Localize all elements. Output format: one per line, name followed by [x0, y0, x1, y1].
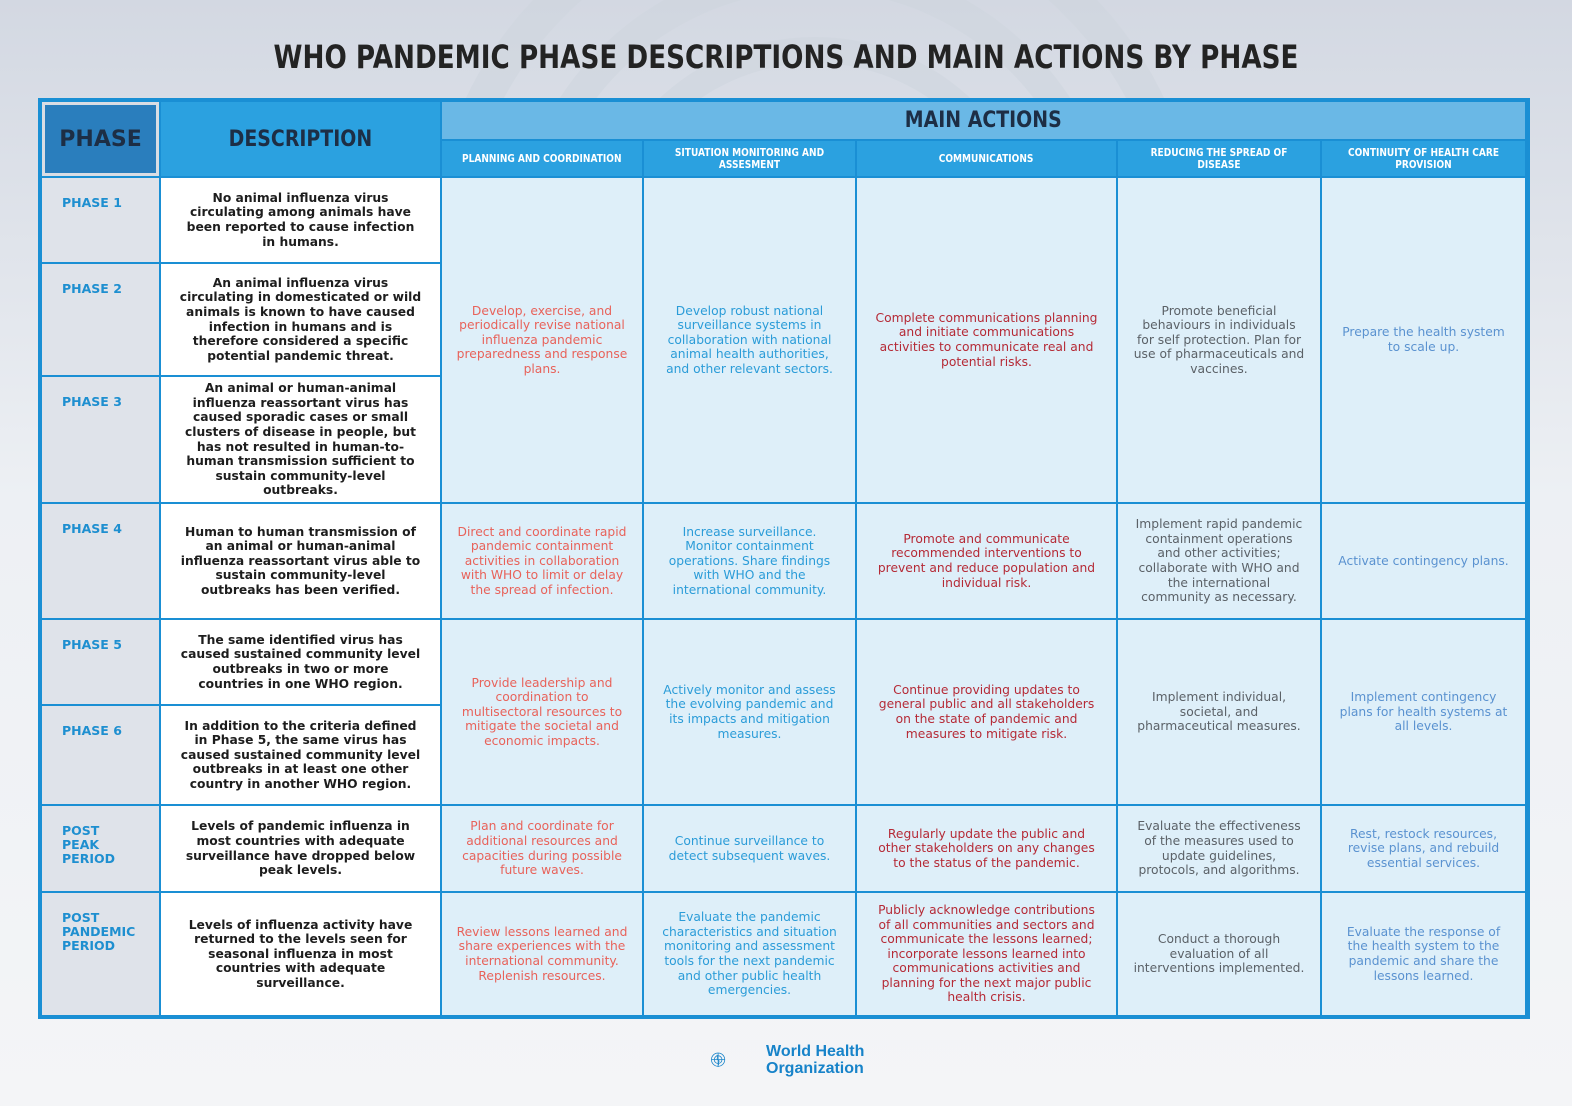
action-reducing-spread: Promote beneficial behaviours in individ…: [1118, 178, 1320, 502]
action-continuity: Implement contingency plans for health s…: [1322, 620, 1525, 804]
action-monitoring: Actively monitor and assess the evolving…: [644, 620, 855, 804]
phase-label: PHASE 4: [62, 521, 122, 536]
action-continuity: Activate contingency plans.: [1322, 504, 1525, 618]
action-communications: Regularly update the public and other st…: [857, 806, 1116, 891]
header-reducing-spread: REDUCING THE SPREAD OF DISEASE: [1118, 141, 1320, 176]
who-emblem-icon: [711, 1052, 726, 1067]
description-cell: Levels of pandemic influenza in most cou…: [161, 806, 440, 891]
phase-cell: [42, 504, 159, 618]
who-logo-text: World Health Organization: [766, 1043, 865, 1077]
phase-label: PHASE 3: [62, 394, 122, 409]
action-communications: Promote and communicate recommended inte…: [857, 504, 1116, 618]
action-continuity: Rest, restock resources, revise plans, a…: [1322, 806, 1525, 891]
action-monitoring: Develop robust national surveillance sys…: [644, 178, 855, 502]
action-continuity: Prepare the health system to scale up.: [1322, 178, 1525, 502]
description-cell: Human to human transmission of an animal…: [161, 504, 440, 618]
action-monitoring: Continue surveillance to detect subseque…: [644, 806, 855, 891]
action-monitoring: Increase surveillance. Monitor containme…: [644, 504, 855, 618]
action-monitoring: Evaluate the pandemic characteristics an…: [644, 893, 855, 1015]
phase-label: POST PANDEMIC PERIOD: [62, 910, 136, 953]
action-communications: Complete communications planning and ini…: [857, 178, 1116, 502]
phase-cell: [42, 377, 159, 502]
action-continuity: Evaluate the response of the health syst…: [1322, 893, 1525, 1015]
description-cell: An animal or human-animal influenza reas…: [161, 377, 440, 502]
phase-cell: [42, 893, 159, 1015]
header-description: DESCRIPTION: [161, 102, 440, 176]
description-cell: An animal influenza virus circulating in…: [161, 264, 440, 375]
header-main-actions: MAIN ACTIONS: [442, 102, 1525, 139]
page-title: WHO PANDEMIC PHASE DESCRIPTIONS AND MAIN…: [273, 38, 1299, 76]
action-reducing-spread: Evaluate the effectiveness of the measur…: [1118, 806, 1320, 891]
phase-label: PHASE 1: [62, 195, 122, 210]
header-phase: PHASE: [42, 102, 159, 176]
phase-cell: [42, 706, 159, 804]
action-planning: Plan and coordinate for additional resou…: [442, 806, 642, 891]
action-planning: Provide leadership and coordination to m…: [442, 620, 642, 804]
header-continuity: CONTINUITY OF HEALTH CARE PROVISION: [1322, 141, 1525, 176]
description-cell: No animal influenza virus circulating am…: [161, 178, 440, 262]
action-communications: Continue providing updates to general pu…: [857, 620, 1116, 804]
phase-cell: [42, 620, 159, 704]
action-planning: Develop, exercise, and periodically revi…: [442, 178, 642, 502]
phase-label: POST PEAK PERIOD: [62, 823, 115, 866]
description-cell: The same identified virus has caused sus…: [161, 620, 440, 704]
phase-cell: [42, 806, 159, 891]
action-planning: Direct and coordinate rapid pandemic con…: [442, 504, 642, 618]
header-planning: PLANNING AND COORDINATION: [442, 141, 642, 176]
phase-label: PHASE 6: [62, 723, 122, 738]
phase-cell: [42, 264, 159, 375]
action-reducing-spread: Implement rapid pandemic containment ope…: [1118, 504, 1320, 618]
header-communications: COMMUNICATIONS: [857, 141, 1116, 176]
description-cell: Levels of influenza activity have return…: [161, 893, 440, 1015]
action-reducing-spread: Implement individual, societal, and phar…: [1118, 620, 1320, 804]
phase-cell: [42, 178, 159, 262]
description-cell: In addition to the criteria defined in P…: [161, 706, 440, 804]
header-monitoring: SITUATION MONITORING AND ASSESMENT: [644, 141, 855, 176]
action-communications: Publicly acknowledge contributions of al…: [857, 893, 1116, 1015]
action-reducing-spread: Conduct a thorough evaluation of all int…: [1118, 893, 1320, 1015]
phase-label: PHASE 5: [62, 637, 122, 652]
action-planning: Review lessons learned and share experie…: [442, 893, 642, 1015]
phase-label: PHASE 2: [62, 281, 122, 296]
